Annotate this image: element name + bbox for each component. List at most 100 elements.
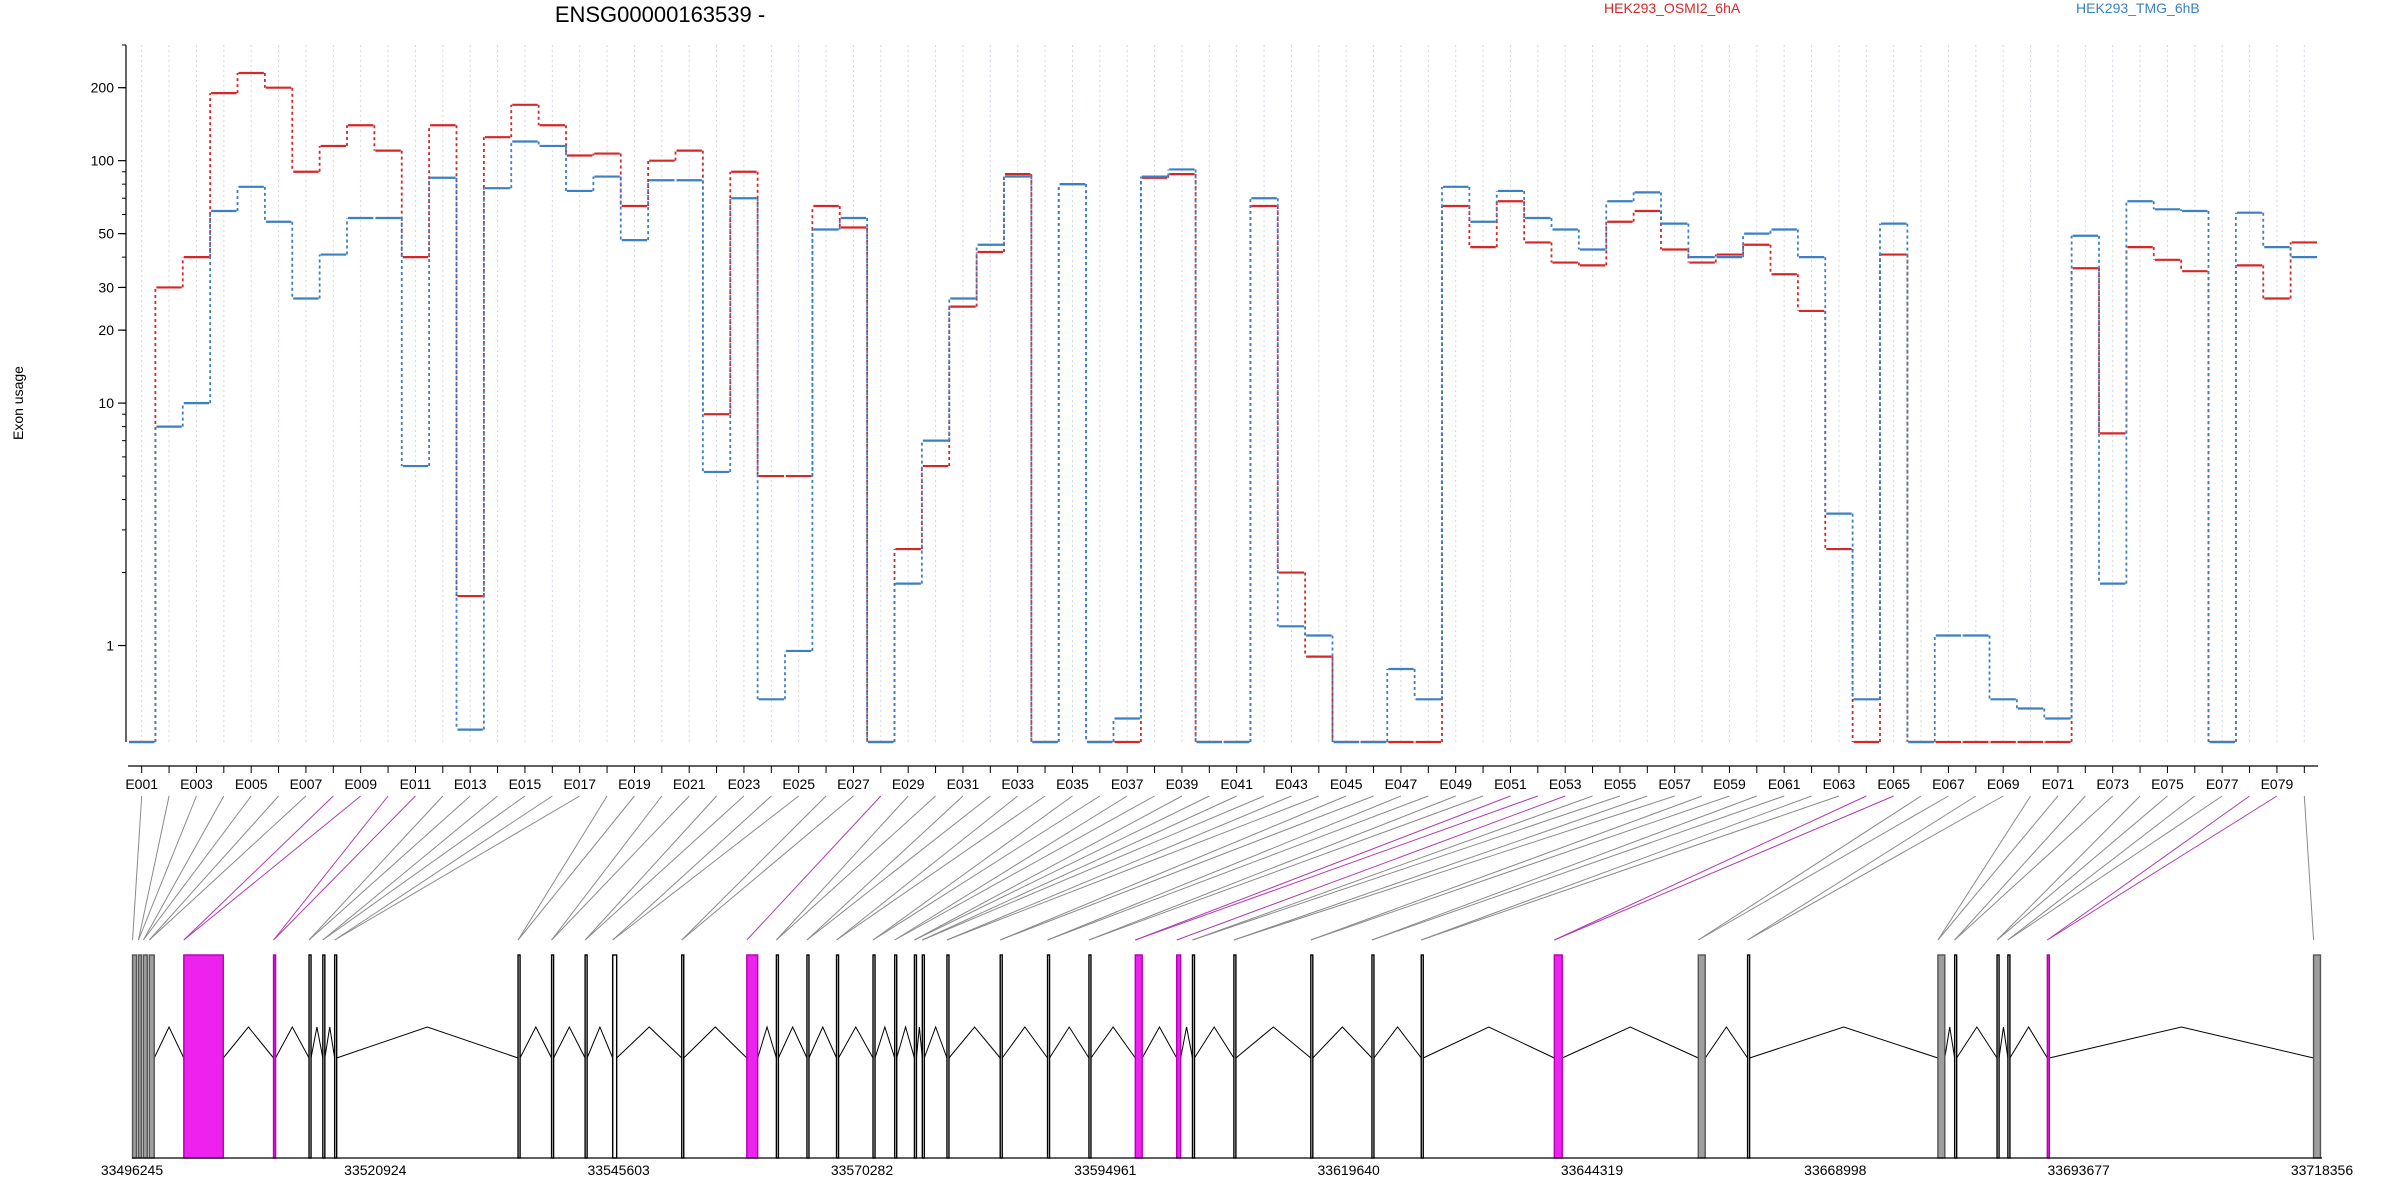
exon-connector [1937,795,2031,941]
transcript-exon [921,954,926,1159]
exon-connector [308,795,444,941]
exon-connector [1000,795,1374,941]
x-tick-label: E065 [1877,776,1910,792]
series-b [129,140,2317,744]
exon-connector [273,795,389,941]
intron-line [874,1025,896,1059]
genomic-tick-label: 33644319 [1561,1162,1624,1178]
transcript-exon [1046,954,1051,1159]
exon-connector [1747,795,2004,941]
exon-connector [872,795,1101,941]
legend-entry-series-b: HEK293_TMG_6hB [2076,0,2200,16]
transcript-exon [1953,954,1958,1159]
x-tick-label: E037 [1111,776,1144,792]
x-tick-label: E041 [1220,776,1253,792]
y-tick-label: 20 [98,322,114,338]
intron-line [310,1026,324,1059]
intron-line [915,1026,923,1059]
x-tick-label: E023 [728,776,761,792]
transcript-exon [333,954,338,1159]
transcript-exon [1233,954,1237,1159]
transcript-exon [142,954,149,1159]
transcript-exon [322,954,326,1159]
genomic-tick-label: 33619640 [1318,1162,1381,1178]
transcript-exon [183,954,224,1159]
x-tick-label: E043 [1275,776,1308,792]
exon-connector [148,795,279,941]
x-tick-label: E073 [2096,776,2129,792]
intron-line [1194,1026,1235,1059]
x-tick-label: E057 [1658,776,1691,792]
x-tick-label: E007 [290,776,323,792]
transcript-exon [806,954,810,1159]
transcript-exon [946,954,950,1159]
exon-connector [1047,795,1402,941]
x-tick-label: E045 [1330,776,1363,792]
exon-connector [946,795,1292,941]
exon-connector [322,795,526,941]
x-tick-label: E049 [1439,776,1472,792]
exon-connector [836,795,1018,941]
intron-line [275,1025,310,1059]
exon-connector [1747,795,1977,941]
exon-connector [1088,795,1484,941]
intron-line [2009,1026,2048,1059]
transcript-exon [517,954,521,1159]
exon-connector [1421,795,1840,941]
exon-connector [334,795,553,941]
exon-connector [148,795,307,941]
transcript-exon [999,954,1003,1159]
exon-connector [183,795,334,941]
exon-connector [776,795,936,941]
x-tick-label: E003 [180,776,213,792]
transcript-exon [1746,954,1751,1159]
y-tick-label: 1 [106,638,114,654]
transcript-exon [1420,954,1424,1159]
exon-connector [894,795,1128,941]
intron-line [1235,1026,1312,1059]
intron-line [586,1025,614,1059]
transcript-exon [775,954,780,1159]
transcript-exon [1371,954,1375,1159]
y-tick-label: 100 [91,153,115,169]
genomic-tick-label: 33668998 [1804,1162,1867,1178]
exon-connector [132,795,143,941]
exon-connector [1135,795,1511,941]
exon-connector [137,795,170,941]
intron-line [1749,1026,1939,1059]
transcript-exon [913,954,918,1159]
exon-connector [334,795,580,941]
transcript-exon [1996,954,2000,1159]
exon-connector [183,795,362,941]
x-tick-label: E053 [1549,776,1582,792]
x-tick-label: E011 [400,776,432,792]
transcript-exon [2007,954,2011,1159]
x-tick-label: E013 [454,776,487,792]
x-tick-label: E027 [837,776,870,792]
intron-line [2049,1026,2314,1059]
transcript-exon [137,954,143,1159]
intron-line [838,1025,874,1059]
exon-connector [946,795,1319,941]
exon-connector [1192,795,1593,941]
exon-connector [137,795,197,941]
exon-connector [1554,795,1867,941]
transcript-exon [835,954,840,1159]
legend-entry-series-a: HEK293_OSMI2_6hA [1604,0,1741,16]
exon-connector [746,795,882,941]
exon-connector [1698,795,1949,941]
genomic-tick-label: 33545603 [588,1162,651,1178]
exon-connector [1421,795,1812,941]
x-tick-label: E055 [1604,776,1637,792]
transcript-exon [550,954,555,1159]
intron-line [222,1026,274,1059]
x-tick-label: E039 [1166,776,1199,792]
intron-line [1090,1026,1136,1059]
transcript-exon [1310,954,1314,1159]
exon-connector [806,795,964,941]
exon-connector [914,795,1183,941]
transcript-exon [1937,954,1946,1159]
y-tick-label: 10 [98,395,114,411]
exon-connector [2047,795,2278,941]
